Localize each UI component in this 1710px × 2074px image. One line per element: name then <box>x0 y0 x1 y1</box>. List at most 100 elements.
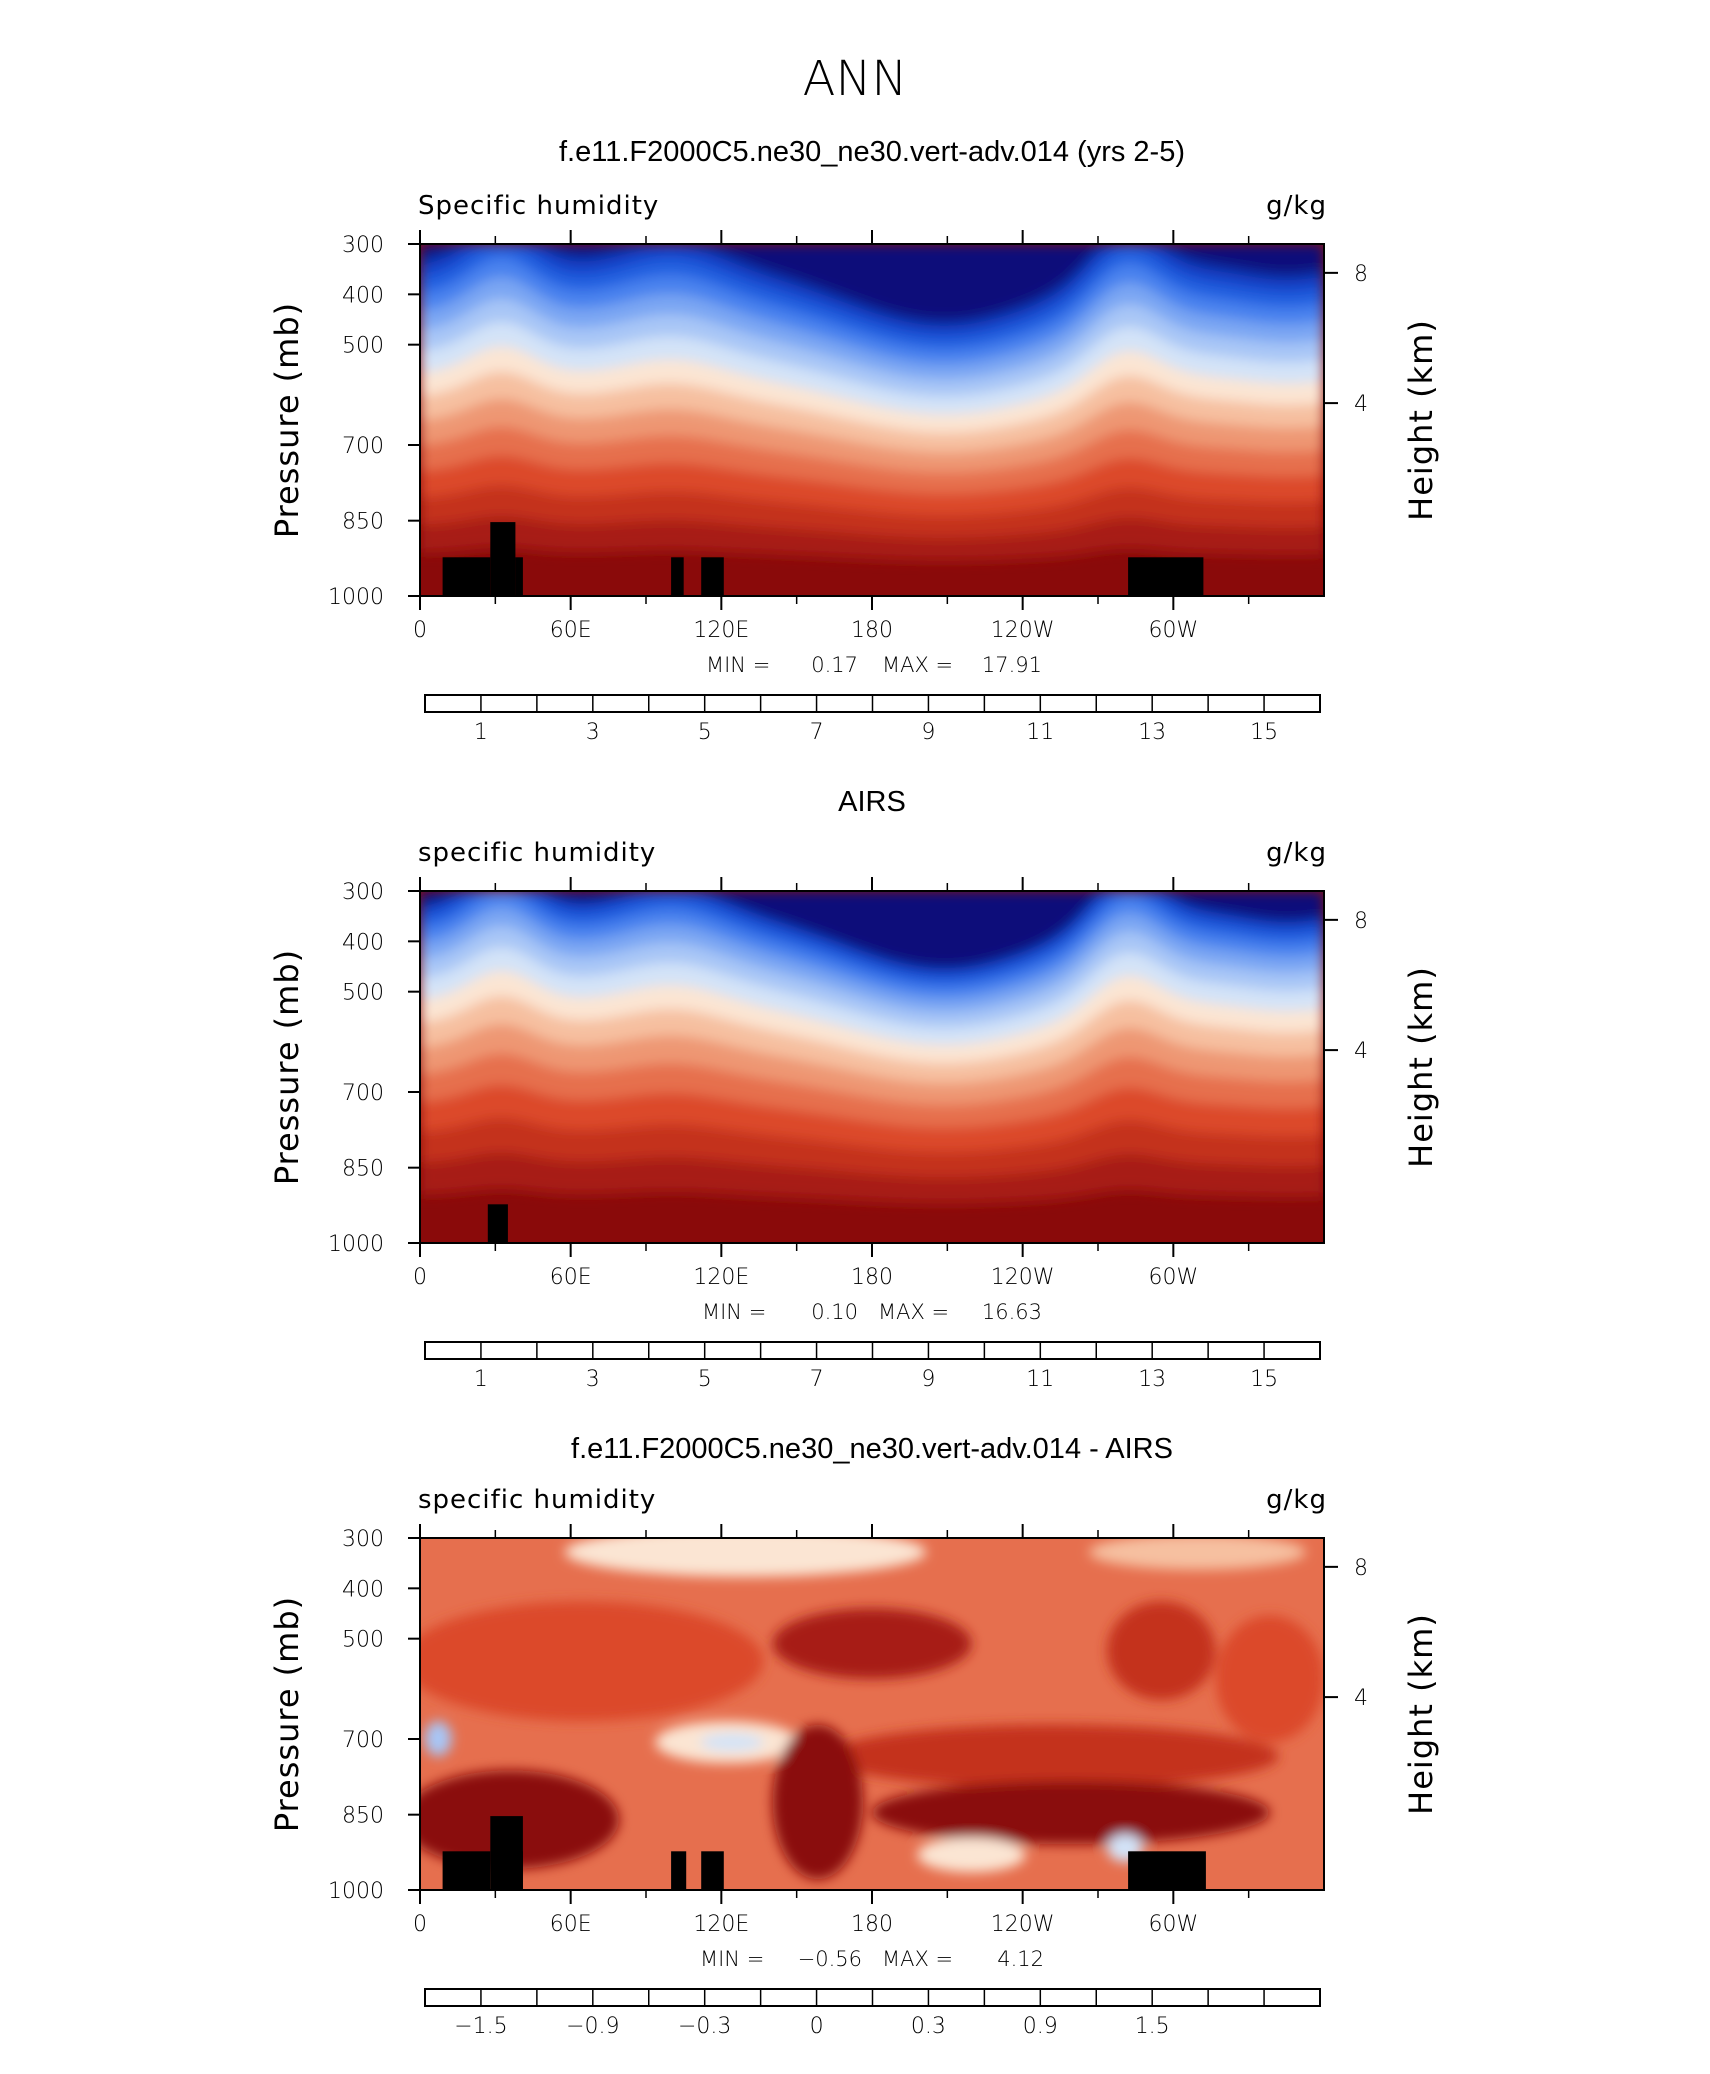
max-label: MAX = <box>878 1300 949 1324</box>
panel-left-label: Specific humidity <box>418 191 659 221</box>
contour-band <box>564 1538 927 1577</box>
min-label: MIN = <box>702 1300 766 1324</box>
topography-block <box>1128 1851 1206 1890</box>
contour-band <box>1088 1538 1306 1570</box>
colorbar-frame <box>424 694 1321 713</box>
colorbar-label: 3 <box>586 1367 600 1392</box>
topography-block <box>515 557 523 596</box>
x-tick-label: 120E <box>693 1265 749 1290</box>
colorbar-label: 0 <box>810 2014 824 2039</box>
x-tick-label: 120W <box>991 1912 1055 1937</box>
y-tick-label: 1000 <box>328 1879 384 1904</box>
y-tick-label: 850 <box>342 1157 384 1182</box>
panel-obs: AIRS specific humidity g/kg 0 60E 120E 180 1… <box>268 786 1440 1392</box>
contour-field <box>420 1538 1324 1890</box>
x-tick-label: 120E <box>693 618 749 643</box>
y-tick-label: 500 <box>342 981 384 1006</box>
min-max-readout: MIN = 0.10 MAX = 16.63 <box>702 1300 1042 1324</box>
max-label: MAX = <box>882 653 953 677</box>
y2-tick-label: 8 <box>1354 1556 1368 1581</box>
y-tick-label: 500 <box>342 1628 384 1653</box>
contour-band <box>772 1724 863 1880</box>
topography-block <box>515 1851 523 1890</box>
x-tick-label: 120W <box>991 1265 1055 1290</box>
topography-block <box>671 1851 687 1890</box>
colorbar: 1 3 5 7 9 11 13 15 <box>424 1341 1321 1392</box>
topography-block <box>442 557 491 596</box>
y-tick-label: 300 <box>342 1527 384 1552</box>
colorbar-label: 7 <box>810 1367 824 1392</box>
panel-unit-label: g/kg <box>1266 1485 1327 1515</box>
panel-left-label: specific humidity <box>418 838 656 868</box>
x-tick-label: 120E <box>693 1912 749 1937</box>
y-tick-label: 700 <box>342 1081 384 1106</box>
topography-block <box>442 1851 491 1890</box>
panel-subtitle: f.e11.F2000C5.ne30_ne30.vert-adv.014 (yr… <box>559 136 1185 168</box>
axes: 0 60E 120E 180 120W 60W 300 400 500 700 850 1000 8 4 <box>328 1524 1368 1937</box>
y-axis-title: Pressure (mb) <box>268 1596 306 1832</box>
y-axis-title: Pressure (mb) <box>268 949 306 1185</box>
y-tick-label: 400 <box>342 283 384 308</box>
topography-block <box>487 1204 508 1243</box>
y-tick-label: 300 <box>342 880 384 905</box>
colorbar-label: 13 <box>1138 1367 1166 1392</box>
contour-band <box>424 1721 452 1757</box>
colorbar-label: 1 <box>474 1367 488 1392</box>
topography-block <box>701 557 724 596</box>
panel-difference: f.e11.F2000C5.ne30_ne30.vert-adv.014 - A… <box>268 1433 1440 2039</box>
y-tick-label: 700 <box>342 434 384 459</box>
contour-band <box>1215 1615 1324 1743</box>
colorbar-label: 13 <box>1138 720 1166 745</box>
contour-band <box>420 891 1324 967</box>
colorbar-label: 0.3 <box>911 2014 946 2039</box>
contour-band <box>1107 1601 1216 1700</box>
contour-field <box>420 891 1324 1243</box>
contour-band <box>420 1601 764 1721</box>
max-value: 17.91 <box>982 653 1042 677</box>
contour-field <box>420 244 1324 596</box>
x-tick-label: 60W <box>1148 618 1198 643</box>
min-value: 0.10 <box>811 1300 858 1324</box>
y2-tick-label: 4 <box>1354 1039 1368 1064</box>
topography-block <box>490 522 516 596</box>
max-label: MAX = <box>882 1947 953 1971</box>
y-tick-label: 1000 <box>328 1232 384 1257</box>
y-tick-label: 1000 <box>328 585 384 610</box>
colorbar-label: 1.5 <box>1135 2014 1170 2039</box>
x-tick-label: 120W <box>991 618 1055 643</box>
x-tick-label: 0 <box>413 1265 427 1290</box>
y-tick-label: 500 <box>342 334 384 359</box>
x-tick-label: 60E <box>550 1912 592 1937</box>
topography-block <box>1128 557 1204 596</box>
colorbar-label: −0.3 <box>678 2014 731 2039</box>
colorbar-label: 15 <box>1250 720 1278 745</box>
panel-unit-label: g/kg <box>1266 191 1327 221</box>
contour-band <box>772 1608 972 1679</box>
colorbar-label: 9 <box>921 720 935 745</box>
y-tick-label: 400 <box>342 1577 384 1602</box>
y2-tick-label: 4 <box>1354 1686 1368 1711</box>
figure-title: ANN <box>803 51 908 107</box>
y2-axis-title: Height (km) <box>1402 966 1440 1168</box>
panel-model: f.e11.F2000C5.ne30_ne30.vert-adv.014 (yr… <box>268 136 1440 745</box>
x-tick-label: 60W <box>1148 1265 1198 1290</box>
x-tick-label: 60E <box>550 618 592 643</box>
min-max-readout: MIN = −0.56 MAX = 4.12 <box>700 1947 1044 1971</box>
y2-axis-title: Height (km) <box>1402 1613 1440 1815</box>
y2-tick-label: 8 <box>1354 909 1368 934</box>
topography-mask <box>442 1816 1206 1890</box>
y-tick-label: 400 <box>342 930 384 955</box>
y2-axis-title: Height (km) <box>1402 319 1440 521</box>
min-label: MIN = <box>706 653 770 677</box>
panel-subtitle: AIRS <box>838 786 906 818</box>
y-tick-label: 300 <box>342 233 384 258</box>
panel-unit-label: g/kg <box>1266 838 1327 868</box>
x-tick-label: 180 <box>851 618 893 643</box>
min-value: −0.56 <box>798 1947 862 1971</box>
min-value: 0.17 <box>811 653 858 677</box>
topography-block <box>671 557 684 596</box>
x-tick-label: 0 <box>413 618 427 643</box>
max-value: 4.12 <box>997 1947 1044 1971</box>
x-tick-label: 0 <box>413 1912 427 1937</box>
